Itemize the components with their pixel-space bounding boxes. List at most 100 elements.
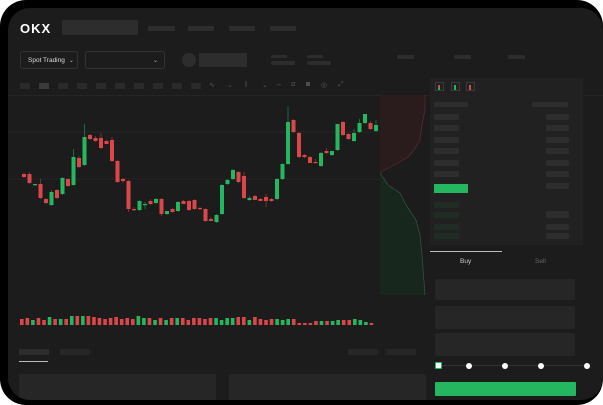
candle-body: [33, 184, 37, 186]
candle-body: [302, 155, 307, 157]
slider-step-100[interactable]: [584, 363, 590, 369]
amount-slider-handle[interactable]: [435, 362, 442, 369]
timeframe-button[interactable]: [20, 83, 30, 89]
timeframe-button[interactable]: [115, 83, 125, 89]
timeframe-button[interactable]: [58, 83, 68, 89]
candle-body: [247, 198, 252, 200]
volume-bar: [175, 318, 179, 325]
buy-button[interactable]: [435, 382, 576, 396]
book-header-amount: [532, 102, 568, 107]
book-bids-icon[interactable]: [451, 82, 460, 91]
buy-tab-underline: [430, 251, 502, 252]
book-asks-icon[interactable]: [466, 82, 475, 91]
amount-slider-track[interactable]: [438, 365, 590, 366]
timeframe-button[interactable]: [153, 83, 163, 89]
slider-step-50[interactable]: [502, 363, 508, 369]
volume-bar: [192, 318, 196, 325]
volume-bar: [203, 319, 207, 325]
indicator-icon[interactable]: ∿: [209, 82, 215, 89]
bid-price: [434, 224, 459, 230]
volume-bar: [291, 319, 296, 325]
search-bar[interactable]: [62, 20, 138, 35]
stat-value: [271, 61, 295, 65]
ask-price: [434, 148, 459, 154]
fullscreen-icon[interactable]: ⤢: [338, 81, 344, 88]
candle-body: [203, 209, 208, 221]
volume-bar: [92, 317, 96, 325]
chevron-down-icon[interactable]: ⌄: [227, 82, 233, 89]
volume-bar: [47, 317, 52, 325]
timeframe-button[interactable]: [172, 83, 182, 89]
depth-asks-area: [380, 95, 425, 173]
tab-buy[interactable]: Buy: [460, 258, 472, 265]
stat-label: [454, 55, 471, 59]
pair-dropdown[interactable]: ⌄: [85, 51, 165, 69]
volume-bar: [297, 323, 302, 325]
okx-logo[interactable]: OKX: [20, 21, 52, 36]
chevron-down-icon[interactable]: ⌄: [262, 82, 268, 89]
ask-price: [434, 171, 459, 177]
slider-step-75[interactable]: [538, 363, 544, 369]
price-input[interactable]: [435, 279, 575, 300]
timeframe-button[interactable]: [96, 83, 106, 89]
amount-input[interactable]: [435, 306, 575, 329]
filter-button[interactable]: [386, 349, 416, 355]
orders-panel: [19, 374, 216, 400]
trading-screen: OKX Spot Trading ⌄ ⌄ ∿ ⌄ ⫾ ⌄ ∼ ⧄ ◙ ◎ ⤢: [8, 8, 603, 400]
volume-bar: [258, 319, 263, 325]
volume-bar: [369, 323, 374, 325]
candle-body: [280, 164, 285, 179]
timeframe-button[interactable]: [191, 83, 201, 89]
nav-item[interactable]: [148, 26, 175, 31]
nav-item[interactable]: [229, 26, 255, 31]
volume-bar: [42, 320, 46, 325]
spot-trading-dropdown[interactable]: Spot Trading ⌄: [20, 51, 78, 69]
timeframe-button[interactable]: [134, 83, 144, 89]
slider-step-25[interactable]: [466, 363, 472, 369]
candle-body: [71, 157, 76, 185]
ask-amount: [546, 148, 569, 154]
line-icon[interactable]: ∼: [276, 82, 282, 89]
candle-body: [181, 201, 186, 204]
candle-body: [236, 172, 241, 182]
volume-bar: [153, 320, 157, 325]
camera-icon[interactable]: ◙: [306, 81, 311, 88]
volume-bar: [36, 318, 41, 325]
volume-bar: [319, 321, 324, 325]
volume-bar: [136, 316, 141, 325]
book-both-icon[interactable]: [435, 82, 444, 91]
candle-type-icon[interactable]: ⫾: [245, 81, 248, 88]
ask-amount: [546, 137, 569, 143]
tab-order-history[interactable]: [60, 349, 90, 355]
candle-body: [115, 161, 120, 182]
nav-item[interactable]: [270, 26, 296, 31]
tab-open-orders[interactable]: [19, 349, 49, 355]
ask-amount: [546, 114, 569, 120]
timeframe-button[interactable]: [77, 83, 87, 89]
candlestick-chart[interactable]: [8, 8, 388, 338]
bid-amount: [546, 233, 569, 239]
nav-item[interactable]: [188, 26, 214, 31]
settings-icon[interactable]: ◎: [321, 82, 328, 89]
candle-body: [225, 180, 230, 184]
total-input[interactable]: [435, 333, 575, 356]
volume-bar: [336, 320, 340, 325]
candle-body: [297, 133, 301, 157]
candle-body: [22, 174, 26, 177]
candle-body: [330, 151, 334, 155]
volume-bar: [75, 316, 80, 325]
volume-bar: [119, 319, 124, 325]
filter-button[interactable]: [348, 349, 378, 355]
volume-bar: [58, 319, 63, 325]
candle-body: [27, 174, 32, 183]
volume-bar: [364, 322, 368, 325]
volume-bar: [230, 318, 235, 325]
volume-bar: [219, 320, 224, 325]
volume-bar: [347, 320, 352, 325]
candle-body: [170, 209, 175, 212]
volume-bar: [142, 318, 146, 325]
tab-sell[interactable]: Sell: [535, 258, 546, 265]
timeframe-button[interactable]: [39, 83, 49, 89]
ruler-icon[interactable]: ⧄: [291, 81, 296, 88]
bid-amount: [546, 224, 569, 230]
